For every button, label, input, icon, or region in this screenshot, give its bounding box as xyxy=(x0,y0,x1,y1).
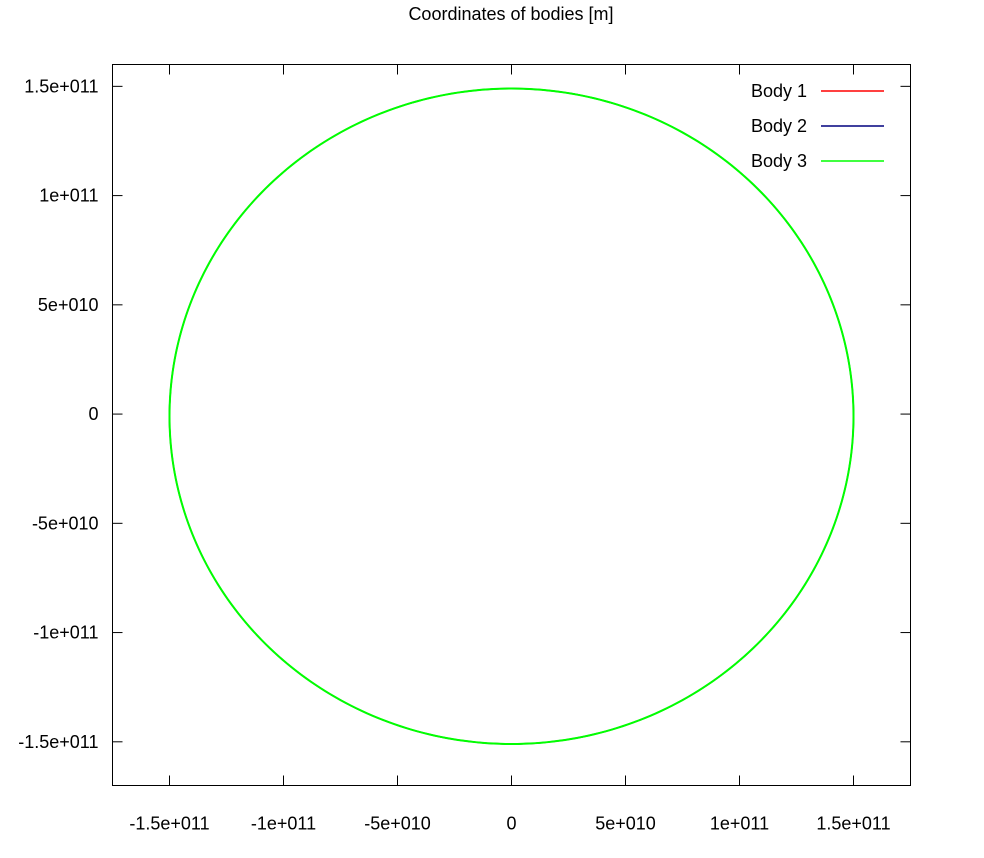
chart-title: Coordinates of bodies [m] xyxy=(408,4,613,24)
y-tick-label: -1e+011 xyxy=(33,623,98,643)
y-tick-label: 5e+010 xyxy=(38,295,99,315)
x-tick-label: 1.5e+011 xyxy=(816,814,890,834)
legend: Body 1 Body 2 Body 3 xyxy=(751,81,884,171)
x-tick-label: 0 xyxy=(506,814,516,834)
series-layer xyxy=(168,87,855,745)
x-tick-label: -1e+011 xyxy=(251,814,316,834)
series-line-body-3 xyxy=(168,87,855,745)
x-tick-label: 5e+010 xyxy=(595,814,656,834)
axis-tick-labels: -1.5e+011 -1e+011 -5e+010 0 5e+010 1e+011 1.5e… xyxy=(18,76,890,833)
y-tick-label: 0 xyxy=(88,404,98,424)
y-tick-label: -5e+010 xyxy=(32,513,99,533)
x-tick-label: -5e+010 xyxy=(364,814,431,834)
legend-label: Body 3 xyxy=(751,151,807,171)
x-tick-label: 1e+011 xyxy=(710,814,769,834)
axis-ticks xyxy=(112,64,911,786)
y-tick-label: 1e+011 xyxy=(39,186,98,206)
x-tick-label: -1.5e+011 xyxy=(129,814,209,834)
plot-area xyxy=(112,64,911,786)
y-tick-label: 1.5e+011 xyxy=(24,76,98,96)
y-tick-label: -1.5e+011 xyxy=(18,732,98,752)
legend-label: Body 2 xyxy=(751,116,807,136)
legend-label: Body 1 xyxy=(751,81,807,101)
series-line-body-2 xyxy=(168,87,855,745)
series-line-body-1 xyxy=(168,87,855,745)
